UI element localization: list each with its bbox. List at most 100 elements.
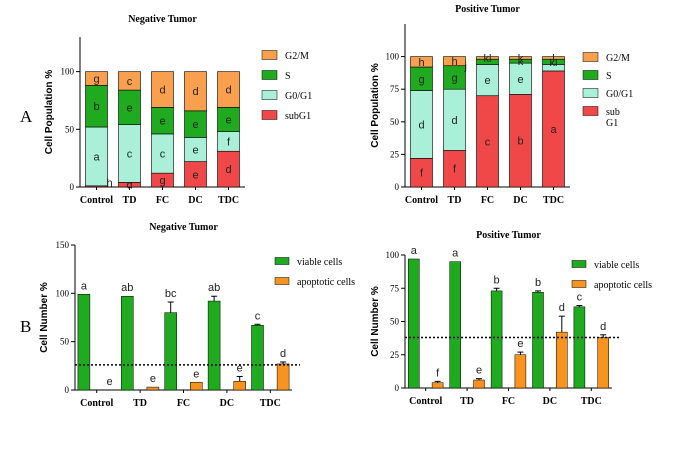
y-tick-label: 100 xyxy=(386,52,400,62)
segment-letter: f xyxy=(227,136,231,148)
significance-letter: e xyxy=(106,376,112,388)
legend-swatch xyxy=(582,106,599,116)
segment-letter: b xyxy=(93,101,99,113)
x-tick-label: DC xyxy=(513,195,527,206)
segment-letter: d xyxy=(192,86,198,98)
chart-title: Positive Tumor xyxy=(455,4,520,15)
legend-swatch xyxy=(582,88,599,98)
significance-letter: a xyxy=(452,248,459,260)
y-tick-label: 0 xyxy=(395,182,400,192)
segment-letter: g xyxy=(93,74,99,86)
y-tick-label: 100 xyxy=(61,67,75,77)
segment-letter: d xyxy=(159,85,165,97)
bar-segment xyxy=(476,56,499,60)
bar xyxy=(490,290,503,389)
bar xyxy=(532,291,544,389)
bar-segment xyxy=(509,56,532,60)
y-tick-label: 0 xyxy=(395,383,400,393)
x-tick-label: TD xyxy=(460,396,474,407)
segment-letter: e xyxy=(192,119,198,131)
legend-swatch xyxy=(261,110,278,120)
x-tick-label: Control xyxy=(80,195,113,206)
bar-segment xyxy=(443,56,466,67)
segment-letter: f xyxy=(420,168,424,180)
bar xyxy=(597,337,609,389)
bar xyxy=(233,381,246,391)
legend-label: subG1 xyxy=(285,111,311,122)
segment-letter: d xyxy=(126,180,132,192)
chart-title: Negative Tumor xyxy=(149,222,218,233)
y-axis-label: Cell Population % xyxy=(370,63,381,148)
segment-letter: l xyxy=(552,53,554,65)
significance-letter: a xyxy=(81,280,88,292)
legend-label: viable cells xyxy=(594,260,639,271)
x-tick-label: Control xyxy=(405,195,438,206)
charts-layer: Negative Tumor Cell Population % 0 50 100 Con… xyxy=(39,4,652,409)
legend-swatch xyxy=(571,260,587,268)
x-tick-label: TD xyxy=(123,195,137,206)
y-tick-label: 75 xyxy=(390,84,400,94)
legend-swatch xyxy=(582,70,599,80)
significance-letter: ab xyxy=(208,282,220,294)
legend-label: apoptotic cells xyxy=(297,277,355,288)
chart-title: Positive Tumor xyxy=(476,230,541,241)
y-tick-label: 0 xyxy=(70,182,75,192)
legend-swatch xyxy=(261,90,278,100)
bar xyxy=(473,379,485,389)
segment-letter: j xyxy=(464,61,467,73)
bar-segment xyxy=(410,56,433,68)
segment-letter: a xyxy=(550,124,557,136)
x-tick-label: DC xyxy=(188,195,202,206)
y-tick-label: 100 xyxy=(386,250,400,260)
significance-letter: c xyxy=(577,292,583,304)
bar-segment xyxy=(151,71,174,108)
significance-letter: ab xyxy=(121,282,133,294)
bar xyxy=(146,386,160,391)
x-tick-label: Control xyxy=(409,396,442,407)
bar xyxy=(449,261,461,389)
significance-letter: e xyxy=(150,373,156,385)
segment-letter: k xyxy=(518,53,524,65)
legend-swatch xyxy=(571,280,587,288)
significance-letter: d xyxy=(559,302,565,314)
segment-letter: g xyxy=(451,72,457,84)
panel-label-a: A xyxy=(20,107,33,126)
segment-letter: h xyxy=(107,177,113,189)
significance-letter: b xyxy=(494,274,500,286)
legend-label: G0/G1 xyxy=(606,89,633,100)
bar xyxy=(408,258,420,389)
x-tick-label: TDC xyxy=(218,195,239,206)
significance-letter: d xyxy=(600,321,606,333)
bar xyxy=(164,312,177,391)
segment-letter: a xyxy=(93,151,100,163)
y-tick-label: 50 xyxy=(60,337,70,347)
segment-letter: d xyxy=(225,164,231,176)
segment-letter: c xyxy=(160,149,166,161)
legend-label: G2/M xyxy=(285,51,309,62)
x-tick-label: FC xyxy=(177,398,190,409)
x-tick-label: TDC xyxy=(581,396,602,407)
x-tick-label: TD xyxy=(133,398,147,409)
y-tick-label: 150 xyxy=(56,240,70,250)
significance-letter: a xyxy=(411,245,418,257)
chart-B-negative: Negative Tumor Cell Number % 0 50 100 150 Cont… xyxy=(39,222,355,409)
panel-label-b: B xyxy=(20,317,31,336)
segment-letter: e xyxy=(517,74,523,86)
legend-label: sub xyxy=(606,107,620,118)
significance-letter: e xyxy=(476,365,482,377)
segment-letter: kl xyxy=(550,57,558,69)
segment-letter: c xyxy=(485,136,491,148)
segment-letter: e xyxy=(126,102,132,114)
segment-letter: b xyxy=(517,136,523,148)
y-tick-label: 25 xyxy=(390,149,400,159)
legend-swatch xyxy=(261,70,278,80)
y-axis-label: Cell Population % xyxy=(44,70,55,155)
bar-segment xyxy=(118,71,141,91)
segment-letter: c xyxy=(127,149,133,161)
bar xyxy=(573,306,586,389)
segment-letter: h xyxy=(418,57,424,69)
segment-letter: h xyxy=(451,56,457,68)
segment-letter: d xyxy=(418,119,424,131)
legend-label: S xyxy=(285,71,291,82)
